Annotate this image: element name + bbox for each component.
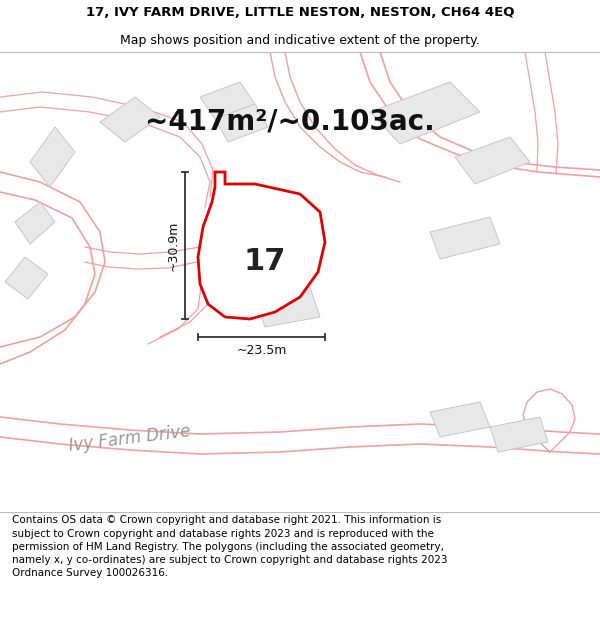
Polygon shape [370, 82, 480, 144]
Polygon shape [5, 257, 48, 299]
Polygon shape [30, 127, 75, 187]
Polygon shape [430, 402, 490, 437]
Polygon shape [255, 287, 320, 327]
Text: Ivy Farm Drive: Ivy Farm Drive [68, 422, 192, 456]
Text: ~417m²/~0.103ac.: ~417m²/~0.103ac. [145, 108, 435, 136]
Text: 17: 17 [244, 248, 286, 276]
Text: 17, IVY FARM DRIVE, LITTLE NESTON, NESTON, CH64 4EQ: 17, IVY FARM DRIVE, LITTLE NESTON, NESTO… [86, 6, 514, 19]
Polygon shape [215, 104, 268, 142]
Text: Map shows position and indicative extent of the property.: Map shows position and indicative extent… [120, 34, 480, 47]
Text: ~23.5m: ~23.5m [236, 344, 287, 357]
Polygon shape [455, 137, 530, 184]
Text: ~30.9m: ~30.9m [167, 220, 179, 271]
Polygon shape [430, 217, 500, 259]
Polygon shape [200, 82, 255, 119]
Text: Contains OS data © Crown copyright and database right 2021. This information is
: Contains OS data © Crown copyright and d… [12, 516, 448, 578]
Polygon shape [198, 172, 325, 319]
Polygon shape [100, 97, 160, 142]
Polygon shape [490, 417, 548, 452]
Polygon shape [15, 202, 55, 244]
